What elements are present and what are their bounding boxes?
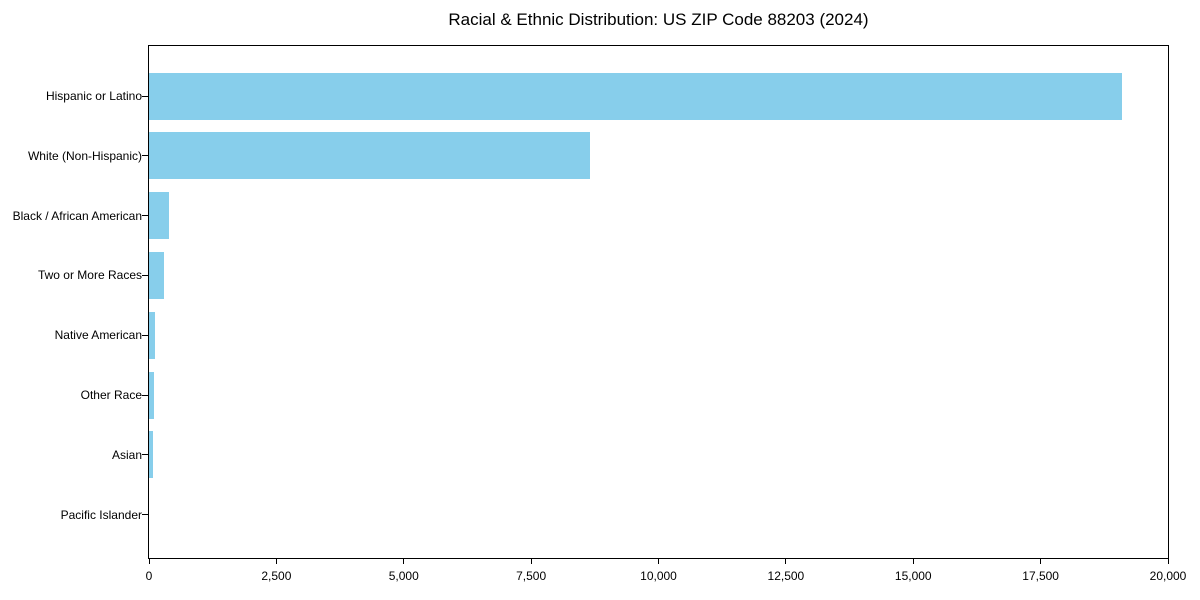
plot-area: Hispanic or Latino White (Non-Hispanic) Bl… — [13, 45, 1186, 583]
x-axis-tick — [148, 558, 150, 564]
x-axis-tick — [658, 558, 659, 564]
x-axis-tick-label: 7,500 — [516, 569, 547, 583]
y-axis-label: Other Race — [80, 388, 142, 402]
bar — [149, 431, 153, 479]
y-axis-label: Hispanic or Latino — [45, 89, 142, 103]
x-axis-tick-label: 2,500 — [261, 569, 292, 583]
bar — [149, 132, 590, 180]
y-axis-tick — [142, 95, 149, 97]
x-axis-tick-label: 10,000 — [640, 569, 677, 583]
y-axis-tick — [142, 334, 149, 336]
bar — [149, 371, 154, 419]
y-axis-tick — [142, 514, 149, 516]
y-axis-label: Asian — [111, 447, 142, 462]
x-axis-tick-label: 5,000 — [388, 569, 419, 583]
y-axis-tick — [142, 394, 149, 396]
x-axis-tick — [403, 558, 405, 564]
chart-title: Racial & Ethnic Distribution: US ZIP Cod… — [448, 10, 869, 29]
y-axis-tick — [142, 454, 149, 456]
y-axis-tick — [142, 274, 149, 276]
x-axis-tick-label: 17,500 — [1022, 569, 1059, 583]
x-axis-tick — [912, 558, 914, 564]
x-axis-tick-label: 20,000 — [1149, 569, 1187, 583]
x-axis-tick — [275, 558, 277, 564]
x-axis-tick-label: 0 — [145, 569, 153, 583]
x-axis-tick — [530, 558, 532, 564]
bar — [149, 311, 155, 359]
x-axis-tick — [785, 558, 787, 564]
bar — [149, 192, 170, 240]
y-axis-tick — [142, 155, 149, 157]
y-axis-label: Two or More Races — [37, 268, 142, 283]
x-axis-tick — [1040, 558, 1042, 564]
y-axis-tick — [142, 215, 149, 217]
x-axis-tick — [1167, 558, 1169, 564]
y-axis-label: Native American — [54, 328, 142, 343]
y-axis-label: Black / African American — [12, 208, 142, 223]
y-axis-label: Pacific Islander — [60, 507, 142, 522]
x-axis-tick-label: 12,500 — [767, 569, 805, 583]
y-axis-label: White (Non-Hispanic) — [27, 148, 142, 163]
bar — [149, 251, 164, 299]
bar — [149, 72, 1123, 120]
x-axis-tick-label: 15,000 — [894, 569, 932, 583]
